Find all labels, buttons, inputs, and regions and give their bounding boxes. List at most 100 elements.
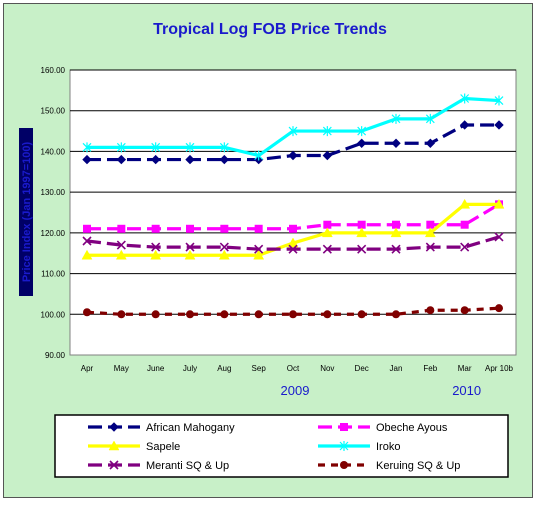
data-point [219,142,229,153]
data-point [254,244,264,254]
data-point [391,244,401,254]
legend-marker [108,440,120,451]
data-point [288,244,298,254]
legend-entry: Sapele [88,440,180,453]
data-point [494,120,504,130]
data-point [254,224,263,233]
x-tick-label: Sep [252,364,267,373]
data-point [322,244,332,254]
data-point [117,224,126,233]
data-point [151,224,160,233]
plot-area [69,69,517,356]
data-point [390,227,402,238]
data-point [425,138,436,148]
data-point [253,249,265,260]
data-point [459,120,470,130]
data-point [322,126,332,137]
data-point [289,310,297,319]
series-keruing-sq-up [83,304,503,319]
data-point [82,154,92,165]
y-tick-label: 100.00 [41,310,66,319]
data-point [392,310,400,319]
data-point [81,249,93,260]
data-point [288,150,298,161]
legend-label: Sapele [146,441,180,453]
data-point [425,242,435,252]
data-point [150,249,162,260]
series-lines [81,93,505,319]
x-tick-label: Nov [320,364,334,373]
legend-entry: Obeche Ayous [318,422,448,434]
data-point [356,138,367,148]
data-point [426,220,435,229]
year-label: 2010 [452,383,481,398]
data-point [289,224,297,233]
x-tick-label: July [183,364,197,373]
legend-label: Meranti SQ & Up [146,460,229,472]
y-tick-label: 90.00 [45,351,66,360]
data-point [151,242,161,252]
data-point [357,310,366,319]
data-point [322,150,333,161]
data-point [116,240,126,250]
data-point [82,142,92,153]
data-point [287,237,299,248]
data-point [460,242,470,252]
data-point [392,220,400,229]
legend-entries: African Mahogany Obeche Ayous Sapele Iroko M… [88,422,460,472]
year-labels: 2009 2010 [281,383,482,398]
series-obeche-ayous [83,200,503,233]
y-axis-label: Price Index (Jan 1997=100) [21,141,33,282]
legend-label: Keruing SQ & Up [376,460,460,472]
x-tick-label: June [147,364,165,373]
x-tick-label: Jan [390,364,403,373]
data-point [115,249,127,260]
legend-marker [109,422,119,432]
data-point [321,227,333,238]
x-tick-label: Apr 10b [485,364,514,373]
x-tick-label: Apr [81,364,94,373]
data-point [356,227,368,238]
data-point [460,93,470,104]
data-point [185,154,195,165]
data-point [495,304,503,313]
x-tick-label: Feb [423,364,437,373]
data-point [184,249,196,260]
data-point [426,306,435,315]
y-tick-label: 140.00 [41,147,66,156]
data-point [357,244,367,254]
y-axis-ticks: 90.00 100.00 110.00 120.00 130.00 140.00 150.0… [41,66,66,360]
data-point [83,308,91,317]
data-point [150,154,161,165]
legend-entry: African Mahogany [88,422,235,434]
data-point [220,224,229,233]
data-point [186,310,194,319]
data-point [323,310,332,319]
data-point [116,142,126,153]
data-point [459,198,471,209]
data-point [83,224,91,233]
data-point [82,236,92,246]
chart-title: Tropical Log FOB Price Trends [153,21,387,38]
data-point [357,126,367,137]
y-tick-label: 150.00 [41,107,66,116]
data-point [493,198,505,209]
y-axis-label-group: Price Index (Jan 1997=100) [19,128,33,296]
y-tick-label: 130.00 [41,188,66,197]
x-tick-label: Mar [458,364,472,373]
data-point [219,154,230,165]
legend-marker [340,423,348,431]
legend-marker [340,461,348,469]
data-point [323,220,332,229]
legend-marker [109,460,119,470]
series-iroko [82,93,504,161]
legend-entry: Iroko [318,441,400,453]
data-point [151,310,160,319]
y-tick-label: 160.00 [41,66,66,75]
data-point [460,306,469,315]
data-point [494,95,504,106]
data-point [494,232,504,242]
legend-marker [339,441,349,451]
data-point [460,220,469,229]
data-point [219,242,229,252]
